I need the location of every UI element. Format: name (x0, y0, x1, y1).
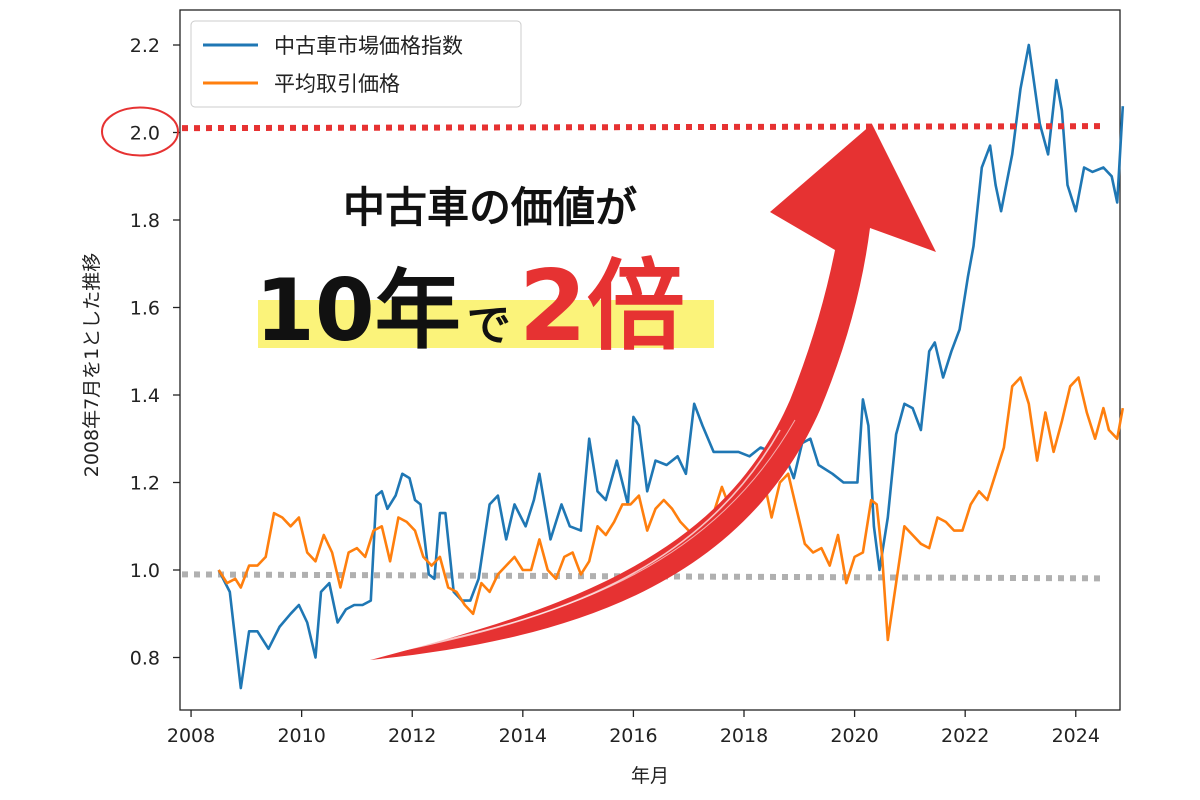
y-tick-label: 2.0 (130, 123, 160, 145)
x-tick-label: 2018 (720, 725, 768, 747)
legend-label-market-index: 中古車市場価格指数 (274, 34, 463, 58)
x-tick-label: 2022 (941, 725, 989, 747)
headline-particle: で (467, 300, 511, 351)
headline-emphasis: 2倍 (519, 250, 685, 364)
y-tick-label: 0.8 (130, 648, 160, 670)
legend-box (190, 20, 522, 108)
x-tick-label: 2008 (167, 725, 215, 747)
headline-number: 10 (255, 261, 375, 361)
x-tick-label: 2010 (277, 725, 325, 747)
y-axis: 0.8 1.0 1.2 1.4 1.6 1.8 2.0 2.2 (130, 35, 180, 670)
series-line-average-price (217, 376, 1125, 642)
x-tick-label: 2024 (1052, 725, 1100, 747)
x-tick-label: 2012 (388, 725, 436, 747)
headline-line-2: 10年 で2倍 (255, 250, 685, 364)
circled-tick-highlight (101, 106, 179, 157)
growth-arrow-body (370, 124, 936, 660)
y-tick-label: 1.8 (130, 210, 160, 232)
y-axis-label: 2008年7月を1とした推移 (81, 253, 103, 478)
x-tick-label: 2020 (830, 725, 878, 747)
x-tick-label: 2016 (609, 725, 657, 747)
y-tick-label: 1.4 (130, 385, 160, 407)
growth-arrow-brush-streak (377, 429, 781, 656)
series-layer (217, 43, 1125, 690)
y-tick-label: 1.0 (130, 560, 160, 582)
x-axis-label: 年月 (631, 765, 669, 787)
legend-label-average-price: 平均取引価格 (274, 72, 400, 96)
headline-highlight-band (258, 300, 714, 348)
double-reference-line (181, 123, 1106, 132)
headline-line-1: 中古車の価値が (343, 183, 637, 232)
growth-arrow-brush-streak (394, 419, 796, 651)
y-tick-label: 1.6 (130, 298, 160, 320)
series-line-market-index (217, 43, 1125, 690)
legend: 中古車市場価格指数 平均取引価格 (190, 20, 522, 108)
headline-unit: 年 (375, 261, 461, 361)
y-tick-label: 1.2 (130, 473, 160, 495)
growth-arrow (370, 124, 936, 660)
y-tick-label: 2.2 (130, 35, 160, 57)
x-tick-label: 2014 (499, 725, 547, 747)
x-axis: 2008 2010 2012 2014 2016 2018 2020 2022 2024 (167, 710, 1100, 747)
